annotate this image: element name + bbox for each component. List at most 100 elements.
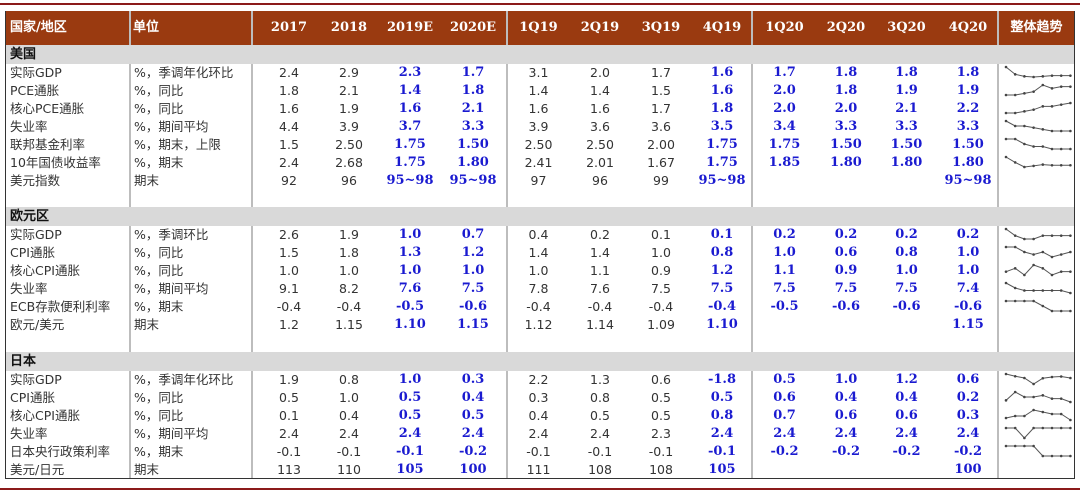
trend-point xyxy=(1069,234,1072,237)
trend-point xyxy=(1023,289,1026,292)
value-3Q19: 0.1 xyxy=(651,227,671,242)
trend-point xyxy=(1041,267,1045,270)
trend-point xyxy=(1004,111,1008,115)
value-3Q20 xyxy=(876,461,937,479)
value-1Q20: -0.2 xyxy=(770,444,799,459)
value-2018: 2.9 xyxy=(339,65,359,80)
value-2018: 3.9 xyxy=(339,119,359,134)
value-2Q19: 1.14 xyxy=(586,317,614,332)
trend-line xyxy=(1005,409,1071,421)
trend-point xyxy=(1004,227,1008,231)
value-2Q20: -0.2 xyxy=(831,444,860,459)
row-unit: %，季调年化环比 xyxy=(134,372,234,387)
trend-point xyxy=(1032,90,1035,93)
value-3Q19: 7.5 xyxy=(651,281,671,296)
value-1Q20: 2.0 xyxy=(773,101,796,116)
value-1Q19: 1.0 xyxy=(528,263,549,278)
row-label: 核心CPI通胀 xyxy=(10,408,80,423)
value-2017: 2.4 xyxy=(279,65,299,80)
value-3Q20: 3.3 xyxy=(895,119,918,134)
trend-point xyxy=(1032,382,1035,386)
value-1Q19: 3.1 xyxy=(528,65,549,80)
value-4Q19: 1.75 xyxy=(706,155,738,170)
trend-point xyxy=(1023,237,1026,241)
trend-point xyxy=(1023,395,1026,399)
trend-point xyxy=(1023,299,1026,303)
trend-point xyxy=(1013,161,1017,164)
trend-sparkline xyxy=(1004,137,1072,151)
header-col-2Q20: 2Q20 xyxy=(826,20,866,35)
trend-point xyxy=(1013,93,1017,97)
value-2Q19: -0.4 xyxy=(587,299,613,314)
value-1Q19: 1.6 xyxy=(528,101,549,116)
trend-point xyxy=(1013,414,1017,418)
trend-point xyxy=(1023,273,1026,277)
value-2018: -0.4 xyxy=(336,299,362,314)
trend-point xyxy=(1050,105,1054,108)
trend-point xyxy=(1041,250,1045,254)
value-3Q20: 2.1 xyxy=(895,101,918,116)
row-label: 失业率 xyxy=(10,119,48,134)
trend-point xyxy=(1004,245,1008,249)
row-label: 联邦基金利率 xyxy=(10,137,86,152)
row-label: 失业率 xyxy=(10,281,48,296)
trend-point xyxy=(1023,376,1026,380)
table-row: 实际GDP %，季调环比 2.6 1.9 1.0 0.7 0.4 0.2 0.1 0.1 0.2 0.… xyxy=(6,226,1074,244)
value-2017: 1.2 xyxy=(279,317,299,332)
trend-line xyxy=(1006,84,1071,96)
trend-point xyxy=(1013,234,1017,237)
table-row: CPI通胀 %，同比 1.5 1.8 1.3 1.2 1.4 1.4 1.0 0.8 1.0 0.6 0… xyxy=(6,244,1074,262)
table-row: 失业率 %，期间平均 4.4 3.9 3.7 3.3 3.9 3.6 3.6 3.5 3.4 3.3 3… xyxy=(6,118,1074,136)
trend-point xyxy=(1050,273,1054,277)
value-3Q20: 1.2 xyxy=(895,372,918,387)
trend-sparkline xyxy=(1004,83,1072,97)
value-2019E: 1.3 xyxy=(398,245,422,260)
value-3Q20: 1.0 xyxy=(895,263,918,278)
trend-point xyxy=(1069,400,1072,404)
trend-point xyxy=(1050,454,1054,458)
trend-line xyxy=(1006,138,1071,150)
value-2020E: 0.7 xyxy=(461,227,485,242)
value-2017: 2.4 xyxy=(279,426,299,441)
value-2020E: 95~98 xyxy=(449,173,497,188)
trend-point xyxy=(1059,85,1063,88)
trend-point xyxy=(1069,270,1072,273)
value-2018: -0.1 xyxy=(336,444,362,459)
value-1Q19: 1.4 xyxy=(528,245,549,260)
trend-point xyxy=(1059,454,1063,458)
row-label: 实际GDP xyxy=(10,372,62,387)
trend-point xyxy=(1059,270,1063,273)
value-4Q20: 2.4 xyxy=(956,426,980,441)
value-2018: 1.9 xyxy=(339,227,359,242)
row-unit: %，同比 xyxy=(134,263,184,278)
trend-point xyxy=(1013,374,1017,378)
trend-point xyxy=(1069,129,1072,133)
table-row: 核心CPI通胀 %，同比 0.1 0.4 0.5 0.5 0.4 0.5 0.5 0.8 0.7 0.… xyxy=(6,407,1074,425)
value-2Q20: 2.4 xyxy=(834,426,858,441)
header-col-4Q20: 4Q20 xyxy=(948,20,988,35)
value-4Q20: 1.50 xyxy=(952,137,984,152)
row-unit: %，同比 xyxy=(134,101,184,116)
value-2Q20: 0.9 xyxy=(834,263,858,278)
trend-point xyxy=(1041,289,1045,292)
value-4Q19: 1.2 xyxy=(710,263,734,278)
value-1Q19: 3.9 xyxy=(528,119,549,134)
value-3Q20: 0.6 xyxy=(895,408,918,423)
header-col-1Q19: 1Q19 xyxy=(519,20,558,35)
trend-point xyxy=(1032,164,1035,168)
trend-point xyxy=(1050,375,1054,379)
row-unit: %，同比 xyxy=(134,390,184,405)
trend-point xyxy=(1041,83,1045,87)
value-2019E: 95~98 xyxy=(386,173,434,188)
value-2Q19: 0.8 xyxy=(590,390,610,405)
value-1Q19: 97 xyxy=(530,173,547,188)
trend-point xyxy=(1069,250,1072,254)
trend-point xyxy=(1050,309,1054,313)
trend-point xyxy=(1069,85,1072,88)
value-2018: 110 xyxy=(337,462,361,477)
value-2Q20: 0.6 xyxy=(834,245,858,260)
trend-point xyxy=(1059,375,1063,378)
section-title: 欧元区 xyxy=(10,209,50,224)
trend-sparkline xyxy=(1004,65,1072,79)
row-unit: %，期末，上限 xyxy=(134,137,221,152)
